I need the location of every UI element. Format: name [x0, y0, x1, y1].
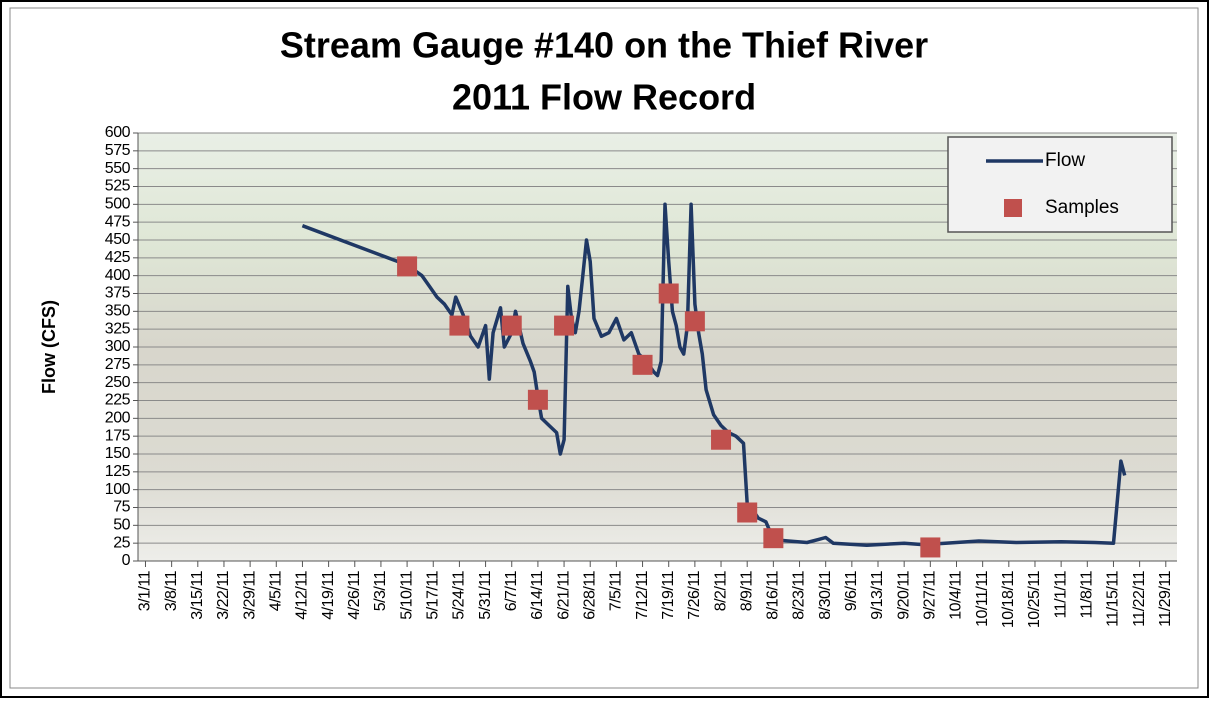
x-tick-label: 5/31/11	[477, 570, 494, 619]
x-tick-label: 3/15/11	[189, 570, 206, 619]
x-tick-label: 6/7/11	[503, 570, 520, 611]
y-tick-label: 175	[105, 427, 131, 444]
sample-marker	[684, 311, 705, 332]
x-tick-label: 7/19/11	[660, 570, 677, 619]
y-tick-label: 275	[105, 356, 131, 373]
y-tick-label: 50	[113, 517, 130, 534]
sample-marker	[763, 528, 784, 549]
y-tick-label: 250	[105, 374, 131, 391]
legend-label: Flow	[1045, 150, 1085, 171]
sample-marker	[501, 315, 522, 336]
x-tick-label: 8/16/11	[765, 570, 782, 619]
x-tick-label: 7/12/11	[634, 570, 651, 619]
chart-title: Stream Gauge #140 on the Thief River	[280, 25, 928, 66]
legend-label: Samples	[1045, 197, 1119, 218]
sample-marker	[449, 315, 470, 336]
y-tick-label: 475	[105, 213, 131, 230]
y-tick-label: 375	[105, 285, 131, 302]
x-tick-label: 11/22/11	[1131, 570, 1148, 627]
sample-marker	[554, 315, 575, 336]
sample-marker	[920, 537, 941, 558]
y-tick-label: 300	[105, 338, 131, 355]
sample-marker	[711, 429, 732, 450]
plot-layer: 0255075100125150175200225250275300325350…	[105, 124, 1177, 628]
x-tick-label: 10/11/11	[974, 570, 991, 627]
x-tick-label: 9/13/11	[869, 570, 886, 619]
sample-marker	[737, 502, 758, 523]
x-tick-label: 8/9/11	[738, 570, 755, 611]
x-tick-label: 3/8/11	[163, 570, 180, 611]
x-tick-label: 8/23/11	[791, 570, 808, 619]
x-tick-label: 11/1/11	[1052, 570, 1069, 618]
y-tick-label: 575	[105, 142, 131, 159]
y-tick-label: 325	[105, 320, 131, 337]
x-tick-label: 8/30/11	[817, 570, 834, 619]
x-tick-label: 8/2/11	[712, 570, 729, 611]
x-tick-label: 10/25/11	[1026, 570, 1043, 628]
y-tick-label: 450	[105, 231, 131, 248]
y-tick-label: 550	[105, 160, 131, 177]
x-tick-label: 4/5/11	[268, 570, 285, 611]
x-tick-label: 7/26/11	[686, 570, 703, 619]
x-tick-label: 5/17/11	[424, 570, 441, 619]
y-tick-label: 500	[105, 196, 131, 213]
y-tick-label: 0	[122, 552, 131, 569]
x-tick-label: 3/22/11	[215, 570, 232, 619]
sample-marker	[658, 283, 679, 304]
x-tick-label: 4/26/11	[346, 570, 363, 619]
x-tick-label: 10/18/11	[1000, 570, 1017, 628]
x-tick-label: 4/12/11	[294, 570, 311, 619]
sample-marker	[397, 256, 418, 277]
x-tick-label: 5/3/11	[372, 570, 389, 611]
x-tick-label: 6/14/11	[529, 570, 546, 619]
y-tick-label: 525	[105, 178, 131, 195]
legend-marker	[1004, 199, 1022, 217]
sample-marker	[632, 354, 653, 375]
y-tick-label: 400	[105, 267, 131, 284]
y-tick-label: 600	[105, 124, 131, 141]
y-tick-label: 100	[105, 481, 131, 498]
x-tick-label: 9/20/11	[895, 570, 912, 619]
x-tick-label: 9/27/11	[922, 570, 939, 619]
x-tick-label: 11/29/11	[1157, 570, 1174, 627]
y-axis-label: Flow (CFS)	[39, 300, 59, 394]
chart-subtitle: 2011 Flow Record	[452, 77, 756, 118]
sample-marker	[527, 389, 548, 410]
x-tick-label: 7/5/11	[608, 570, 625, 611]
x-tick-label: 5/10/11	[398, 570, 415, 619]
x-tick-label: 11/8/11	[1079, 570, 1096, 618]
y-tick-label: 125	[105, 463, 131, 480]
y-tick-label: 150	[105, 445, 131, 462]
x-tick-label: 10/4/11	[948, 570, 965, 619]
y-tick-label: 350	[105, 303, 131, 320]
x-tick-label: 3/29/11	[241, 570, 258, 619]
y-tick-label: 75	[113, 499, 130, 516]
y-tick-label: 425	[105, 249, 131, 266]
x-tick-label: 4/19/11	[320, 570, 337, 619]
legend-box	[947, 136, 1173, 233]
x-tick-label: 5/24/11	[451, 570, 468, 619]
x-tick-label: 6/21/11	[555, 570, 572, 619]
y-tick-label: 200	[105, 410, 131, 427]
y-tick-label: 225	[105, 392, 131, 409]
x-tick-label: 6/28/11	[581, 570, 598, 619]
y-tick-label: 25	[113, 534, 130, 551]
x-tick-label: 9/6/11	[843, 570, 860, 611]
x-tick-label: 3/1/11	[137, 570, 154, 611]
x-tick-label: 11/15/11	[1105, 570, 1122, 627]
